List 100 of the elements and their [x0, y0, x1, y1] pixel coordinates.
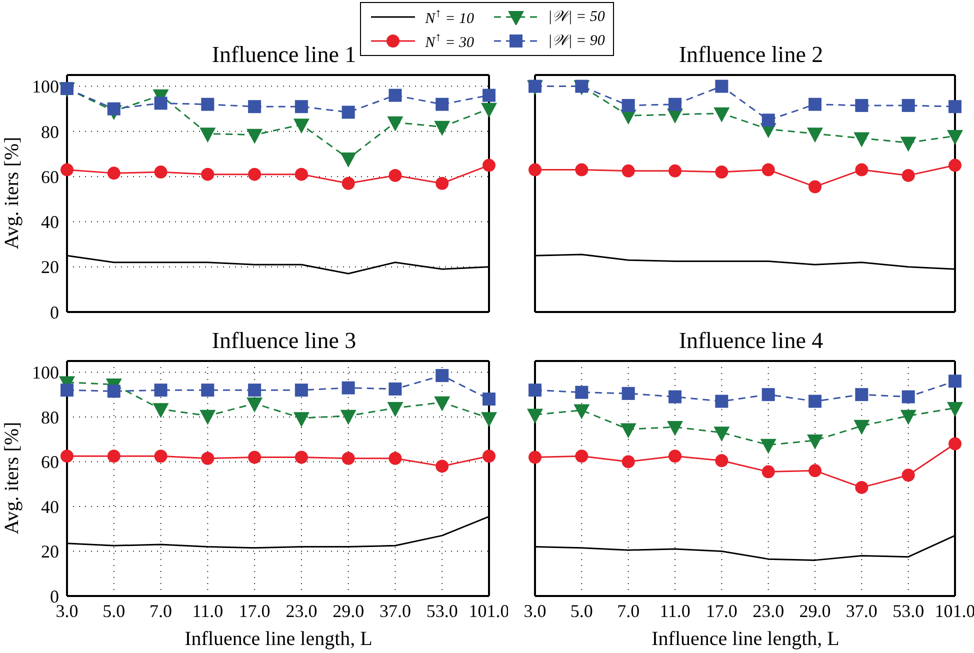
- x-tick-label: 23.0: [752, 600, 784, 621]
- point: [668, 164, 682, 178]
- point: [248, 450, 262, 464]
- x-tick-label: 53.0: [426, 600, 458, 621]
- point: [668, 390, 682, 404]
- point: [342, 381, 355, 394]
- chart-title: Influence line 2: [678, 42, 824, 67]
- point: [201, 452, 214, 465]
- point: [715, 454, 728, 468]
- point: [388, 382, 402, 396]
- point: [293, 118, 310, 134]
- point: [622, 164, 635, 178]
- point: [201, 384, 214, 397]
- y-tick-label: 20: [41, 542, 59, 562]
- legend-label: |𝒲| = 50: [548, 8, 605, 26]
- point: [948, 374, 962, 388]
- point: [154, 166, 168, 179]
- point: [388, 452, 402, 465]
- point: [340, 152, 356, 168]
- point: [387, 116, 404, 132]
- point: [715, 394, 728, 408]
- point: [387, 402, 404, 417]
- point: [527, 408, 543, 424]
- point: [947, 130, 963, 145]
- point: [667, 421, 683, 436]
- point: [762, 114, 775, 127]
- point: [668, 98, 682, 111]
- point: [528, 384, 542, 397]
- point: [294, 450, 308, 464]
- y-tick-label: 60: [41, 452, 59, 472]
- point: [107, 450, 120, 463]
- point: [575, 80, 588, 93]
- point: [436, 98, 449, 111]
- point: [902, 390, 915, 404]
- point: [760, 438, 776, 454]
- point: [201, 168, 214, 181]
- point: [714, 426, 730, 442]
- point: [342, 452, 355, 465]
- x-tick-label: 11.0: [192, 600, 224, 621]
- x-tick-label: 5.0: [102, 600, 126, 621]
- point: [246, 128, 263, 144]
- point: [528, 163, 542, 176]
- point: [668, 450, 682, 463]
- x-tick-label: 23.0: [286, 600, 318, 621]
- y-tick-label: 20: [41, 257, 59, 278]
- point: [436, 460, 449, 473]
- point: [622, 386, 635, 400]
- y-tick-label: 40: [41, 212, 59, 232]
- point: [807, 434, 823, 450]
- x-tick-label: 53.0: [892, 600, 924, 621]
- point: [60, 163, 74, 176]
- x-axis-title: Influence line length, L: [184, 627, 374, 652]
- point: [294, 100, 308, 114]
- y-tick-label: 0: [50, 586, 59, 606]
- point: [481, 412, 497, 428]
- x-tick-label: 7.0: [150, 600, 172, 621]
- x-tick-label: 37.0: [379, 600, 411, 621]
- point: [622, 455, 635, 468]
- y-tick-label: 100: [32, 362, 59, 383]
- x-axis-title: Influence line length, L: [650, 627, 840, 652]
- point: [248, 384, 262, 397]
- point: [294, 168, 308, 181]
- chart-title: Influence line 3: [210, 327, 358, 355]
- point: [152, 403, 169, 418]
- point: [948, 100, 962, 114]
- y-tick-label: 100: [32, 76, 59, 97]
- point: [200, 128, 216, 143]
- point: [482, 158, 496, 172]
- point: [107, 384, 120, 398]
- point: [762, 388, 775, 402]
- point: [60, 450, 74, 463]
- point: [388, 88, 402, 102]
- x-tick-label: 3.0: [524, 600, 546, 621]
- point: [948, 158, 962, 172]
- x-tick-label: 17.0: [238, 600, 270, 621]
- x-tick-label: 29.0: [799, 600, 831, 621]
- point: [107, 102, 120, 116]
- point: [528, 80, 542, 93]
- x-tick-label: 17.0: [706, 600, 738, 621]
- point: [762, 465, 775, 478]
- point: [808, 98, 822, 111]
- y-tick-label: 80: [41, 122, 59, 142]
- y-axis-title: Avg. iters [%]: [0, 136, 24, 252]
- point: [107, 166, 120, 180]
- point: [855, 98, 868, 112]
- point: [574, 404, 590, 420]
- point: [293, 412, 310, 428]
- point: [902, 468, 915, 482]
- chart-title: Influence line 4: [678, 327, 824, 355]
- point: [762, 163, 775, 176]
- point: [855, 480, 868, 494]
- legend-label: N$^{↑}$ = 30: [425, 30, 474, 52]
- point: [620, 423, 636, 438]
- point: [248, 168, 262, 181]
- point: [808, 180, 822, 194]
- point: [948, 437, 962, 450]
- point: [482, 392, 496, 406]
- point: [342, 176, 355, 190]
- x-tick-label: 11.0: [660, 600, 690, 621]
- point: [855, 388, 868, 402]
